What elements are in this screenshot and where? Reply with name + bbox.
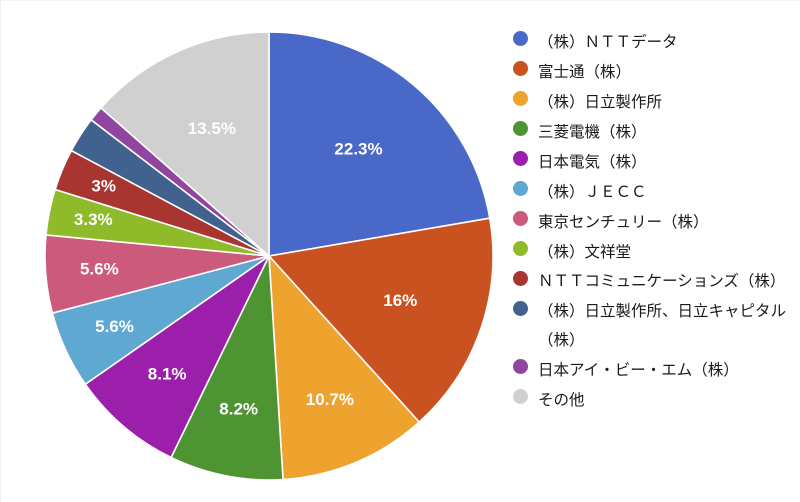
- legend-item[interactable]: （株）文祥堂: [513, 237, 795, 267]
- pie-slice[interactable]: [170, 255, 284, 481]
- pie-slice-label: 22.3%: [334, 139, 382, 158]
- legend-item[interactable]: 富士通（株）: [513, 57, 795, 87]
- legend-swatch-icon: [513, 301, 528, 316]
- legend-item-label: （株）ＪＥＣＣ: [538, 183, 647, 201]
- pie-slice-label: 8.2%: [219, 399, 258, 418]
- legend-item[interactable]: 日本アイ・ビー・エム（株）: [513, 355, 795, 385]
- legend-swatch-icon: [513, 181, 528, 196]
- legend-swatch-icon: [513, 389, 528, 404]
- legend-item[interactable]: ＮＴＴコミュニケーションズ（株）: [513, 267, 795, 297]
- legend-swatch-icon: [513, 359, 528, 374]
- legend-item-label: ＮＴＴコミュニケーションズ（株）: [538, 272, 786, 290]
- pie-slice[interactable]: [268, 31, 491, 257]
- legend-item[interactable]: （株）日立製作所: [513, 87, 795, 117]
- pie-slices-group: [44, 31, 494, 481]
- pie-slice-labels-group: 22.3% 16% 10.7% 8.2% 8.1% 5.6% 5.6% 3.3% 3% 13.5%: [74, 119, 417, 418]
- legend-item-label: （株）ＮＴＴデータ: [538, 33, 678, 51]
- chart-legend: （株）ＮＴＴデータ 富士通（株） （株）日立製作所 三菱電機（株） 日本電気（株） （株）…: [513, 27, 795, 415]
- legend-swatch-icon: [513, 121, 528, 136]
- legend-swatch-icon: [513, 91, 528, 106]
- pie-slice[interactable]: [268, 255, 421, 481]
- pie-slice-label: 5.6%: [80, 259, 119, 278]
- pie-slice-label: 8.1%: [148, 365, 187, 384]
- legend-item-label: 東京センチュリー（株）: [538, 213, 709, 231]
- legend-item[interactable]: （株）日立製作所、日立キャピタル（株）: [513, 297, 795, 355]
- pie-chart-svg: 22.3% 16% 10.7% 8.2% 8.1% 5.6% 5.6% 3.3% 3% 13.5%: [44, 31, 494, 481]
- pie-slice-label: 3.3%: [74, 210, 113, 229]
- legend-item[interactable]: （株）ＪＥＣＣ: [513, 177, 795, 207]
- legend-item-label: 日本アイ・ビー・エム（株）: [538, 361, 739, 379]
- pie-slice[interactable]: [84, 255, 270, 459]
- legend-swatch-icon: [513, 31, 528, 46]
- legend-swatch-icon: [513, 241, 528, 256]
- legend-item-label: （株）文祥堂: [538, 243, 632, 261]
- legend-swatch-icon: [513, 211, 528, 226]
- legend-item[interactable]: （株）ＮＴＴデータ: [513, 27, 795, 57]
- pie-slice-label: 5.6%: [95, 317, 134, 336]
- legend-item[interactable]: 東京センチュリー（株）: [513, 207, 795, 237]
- pie-slice-label: 16%: [383, 291, 417, 310]
- legend-item-label: （株）日立製作所、日立キャピタル（株）: [538, 302, 787, 349]
- legend-item-label: 富士通（株）: [538, 63, 632, 81]
- legend-swatch-icon: [513, 151, 528, 166]
- legend-item[interactable]: 日本電気（株）: [513, 147, 795, 177]
- pie-slice-label: 10.7%: [306, 390, 354, 409]
- legend-item-label: その他: [538, 391, 585, 409]
- legend-item-label: （株）日立製作所: [538, 93, 663, 111]
- pie-slice-label: 3%: [91, 176, 116, 195]
- legend-item-label: 三菱電機（株）: [538, 123, 647, 141]
- pie-slice[interactable]: [268, 217, 494, 423]
- legend-item[interactable]: その他: [513, 385, 795, 415]
- pie-slice[interactable]: [100, 31, 270, 257]
- legend-swatch-icon: [513, 271, 528, 286]
- legend-item-label: 日本電気（株）: [538, 153, 647, 171]
- pie-slice-label: 13.5%: [188, 119, 236, 138]
- pie-chart-area: 22.3% 16% 10.7% 8.2% 8.1% 5.6% 5.6% 3.3% 3% 13.5%: [1, 1, 501, 502]
- legend-swatch-icon: [513, 61, 528, 76]
- legend-item[interactable]: 三菱電機（株）: [513, 117, 795, 147]
